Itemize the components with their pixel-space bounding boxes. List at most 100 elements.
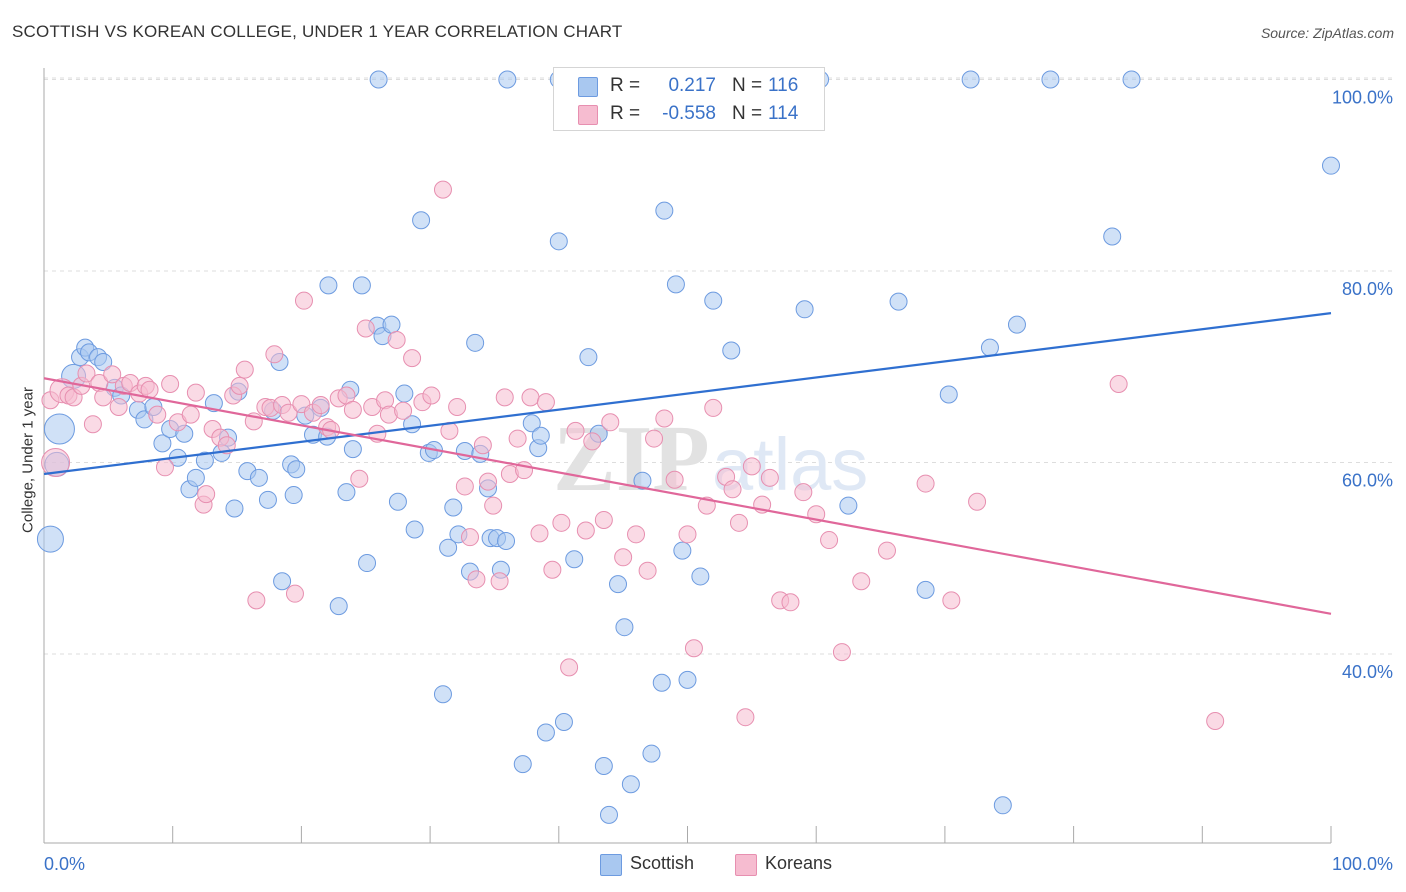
scottish-point	[1122, 70, 1141, 89]
scottish-point	[94, 352, 113, 371]
scottish-point	[673, 541, 692, 560]
korean-point	[77, 364, 96, 383]
korean-point	[852, 572, 871, 591]
scottish-point	[1007, 315, 1026, 334]
scottish-point	[439, 538, 458, 557]
korean-point	[736, 708, 755, 727]
scottish-point	[565, 550, 584, 569]
korean-point	[645, 429, 664, 448]
scottish-point	[609, 575, 628, 594]
korean-point	[614, 548, 633, 567]
korean-point	[311, 396, 330, 415]
korean-point	[247, 591, 266, 610]
korean-point	[566, 421, 585, 440]
scottish-point	[993, 796, 1012, 815]
korean-point	[495, 388, 514, 407]
scottish-point	[1041, 70, 1060, 89]
korean-point	[552, 513, 571, 532]
korean-point	[508, 429, 527, 448]
y-tick-label: 60.0%	[1342, 471, 1393, 491]
r-value: -0.558	[662, 103, 716, 124]
korean-point	[230, 376, 249, 395]
korean-point	[820, 531, 839, 550]
korean-point	[479, 472, 498, 491]
korean-point	[627, 525, 646, 544]
correlation-legend: R = 0.217 N = 116 R = -0.558 N = 114	[553, 67, 825, 131]
x-tick-label: 100.0%	[1332, 854, 1393, 874]
korean-point	[484, 496, 503, 515]
scottish-point	[939, 385, 958, 404]
scottish-point	[186, 468, 205, 487]
korean-point	[103, 365, 122, 384]
points-layer	[36, 70, 1340, 824]
koreans-swatch	[735, 854, 757, 876]
scottish-point	[531, 426, 550, 445]
korean-point	[433, 180, 452, 199]
scottish-point	[204, 394, 223, 413]
scottish-point	[839, 496, 858, 515]
scottish-point	[369, 70, 388, 89]
korean-point	[742, 457, 761, 476]
korean-point	[148, 405, 167, 424]
n-label: N =	[732, 75, 763, 96]
korean-point	[186, 383, 205, 402]
scottish-swatch	[578, 77, 598, 97]
watermark: ZIP atlas	[553, 407, 868, 511]
korean-point	[665, 470, 684, 489]
korean-point	[594, 510, 613, 529]
korean-point	[94, 388, 113, 407]
korean-point	[155, 458, 174, 477]
korean-point	[265, 345, 284, 364]
scottish-point	[405, 520, 424, 539]
scottish-point	[319, 276, 338, 295]
n-label: N =	[732, 103, 763, 124]
scottish-point	[195, 451, 214, 470]
r-value: 0.217	[668, 75, 716, 96]
scottish-point	[889, 292, 908, 311]
korean-point	[343, 400, 362, 419]
scottish-point	[522, 414, 541, 433]
scottish-point	[388, 492, 407, 511]
korean-point	[350, 469, 369, 488]
korean-point	[394, 401, 413, 420]
scottish-point	[358, 554, 377, 573]
scottish-point	[579, 348, 598, 367]
y-axis-label: College, Under 1 year	[19, 387, 37, 533]
legend-label-koreans: Koreans	[765, 853, 833, 873]
scottish-point	[433, 685, 452, 704]
korean-point	[1206, 712, 1225, 731]
scottish-point	[498, 70, 517, 89]
scottish-point	[615, 618, 634, 637]
tick-label-layer: 40.0% 60.0% 80.0% 100.0% 0.0% 100.0%	[44, 88, 1393, 875]
n-value: 116	[768, 75, 799, 96]
korean-point	[781, 593, 800, 612]
korean-point	[601, 413, 620, 432]
korean-point	[583, 432, 602, 451]
korean-point	[161, 374, 180, 393]
scottish-point	[554, 712, 573, 731]
scottish-point	[329, 597, 348, 616]
scottish-point	[549, 232, 568, 251]
scottish-point	[513, 755, 532, 774]
scottish-swatch	[600, 854, 622, 876]
scottish-point	[337, 483, 356, 502]
scottish-point	[153, 434, 172, 453]
korean-point	[638, 561, 657, 580]
scottish-point	[642, 744, 661, 763]
korean-point	[916, 474, 935, 493]
korean-point	[460, 528, 479, 547]
trend-layer	[43, 312, 1332, 615]
korean-point	[543, 560, 562, 579]
scottish-point	[249, 468, 268, 487]
korean-point	[455, 477, 474, 496]
y-tick-label: 100.0%	[1332, 88, 1393, 108]
scottish-point	[666, 275, 685, 294]
korean-point	[403, 349, 422, 368]
korean-point	[877, 541, 896, 560]
scottish-point	[916, 580, 935, 599]
korean-point	[422, 386, 441, 405]
scottish-point	[284, 486, 303, 505]
scottish-point	[621, 775, 640, 794]
korean-point	[197, 485, 216, 504]
